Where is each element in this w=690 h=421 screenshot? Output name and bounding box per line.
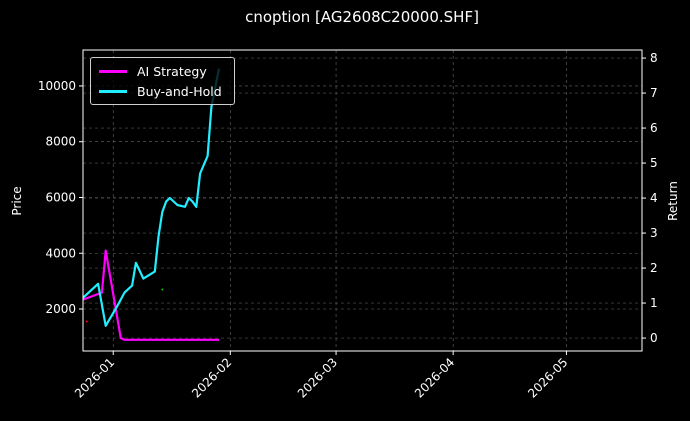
- left-tick-label: 2000: [45, 302, 76, 316]
- left-axis-label: Price: [10, 186, 24, 215]
- right-y-axis: 0 1 2 3 4 5 6 7 8: [642, 51, 658, 345]
- right-tick-label: 5: [650, 156, 658, 170]
- legend-label: AI Strategy: [137, 63, 207, 79]
- x-tick-label: 2026-05: [525, 355, 570, 400]
- x-tick-label: 2026-01: [72, 355, 117, 400]
- legend-label: Buy-and-Hold: [137, 83, 222, 99]
- series-line: [82, 68, 221, 327]
- right-tick-label: 6: [650, 121, 658, 135]
- legend-item-buy-and-hold: Buy-and-Hold: [99, 82, 222, 100]
- x-tick-label: 2026-04: [412, 355, 457, 400]
- right-axis-label: Return: [666, 181, 680, 221]
- buy-and-hold-swatch-icon: [99, 89, 127, 93]
- right-tick-label: 2: [650, 261, 658, 275]
- left-tick-label: 4000: [45, 246, 76, 260]
- right-tick-label: 8: [650, 51, 658, 65]
- plot-frame: [82, 49, 643, 352]
- left-tick-label: 10000: [38, 79, 76, 93]
- legend: AI Strategy Buy-and-Hold: [90, 57, 235, 105]
- chart-title: cnoption [AG2608C20000.SHF]: [245, 8, 479, 26]
- right-tick-label: 4: [650, 191, 658, 205]
- left-tick-label: 6000: [45, 190, 76, 204]
- right-tick-label: 7: [650, 86, 658, 100]
- right-tick-label: 3: [650, 226, 658, 240]
- ai-strategy-swatch-icon: [99, 69, 127, 73]
- right-tick-label: 0: [650, 331, 658, 345]
- data-series: [82, 68, 221, 341]
- x-tick-label: 2026-03: [295, 355, 340, 400]
- left-tick-label: 8000: [45, 135, 76, 149]
- legend-item-ai-strategy: AI Strategy: [99, 62, 207, 80]
- x-axis: 2026-01 2026-02 2026-03 2026-04 2026-05: [72, 351, 571, 401]
- right-tick-label: 1: [650, 296, 658, 310]
- x-tick-label: 2026-02: [189, 355, 234, 400]
- left-y-axis: 2000 4000 6000 8000 10000: [38, 79, 83, 316]
- series-line: [82, 249, 219, 341]
